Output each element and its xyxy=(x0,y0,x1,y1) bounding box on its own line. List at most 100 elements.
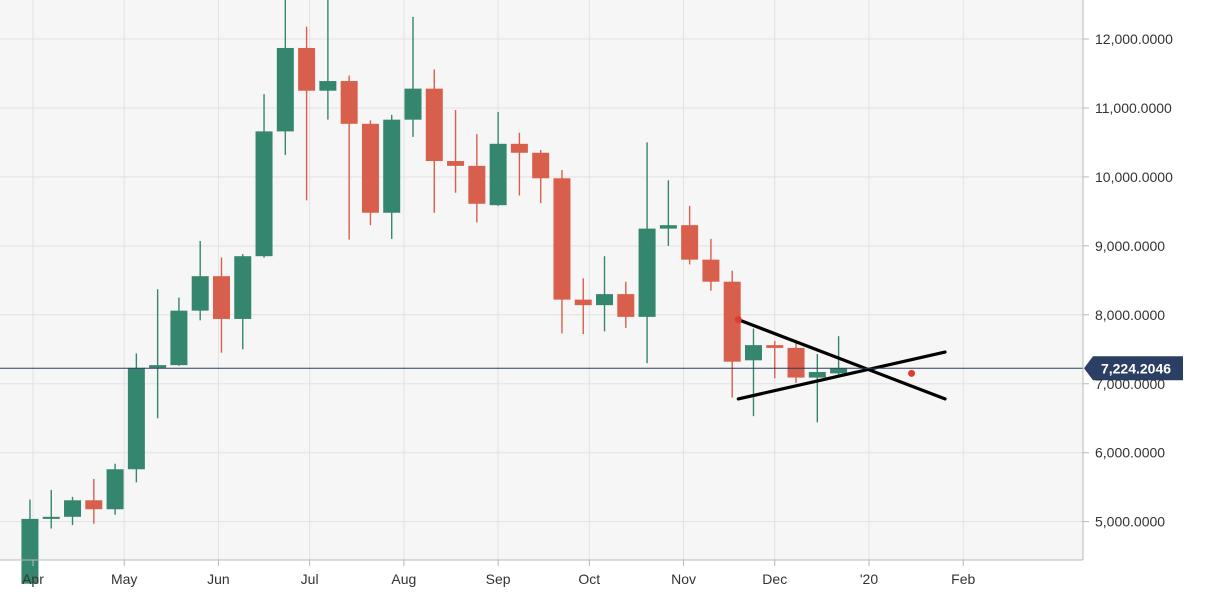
y-tick-label: 5,000.0000 xyxy=(1095,514,1165,530)
candle-38 xyxy=(830,336,848,376)
trendline-upper[interactable] xyxy=(736,318,947,401)
candle-25 xyxy=(553,170,571,334)
candle-16 xyxy=(361,120,379,226)
candle-29 xyxy=(638,142,656,364)
candle-0 xyxy=(21,499,39,584)
x-tick-label: Dec xyxy=(762,571,787,587)
plot-background xyxy=(0,0,1083,560)
candle-5 xyxy=(127,353,145,483)
candle-28 xyxy=(617,281,635,328)
candle-15 xyxy=(340,75,358,240)
candle-18 xyxy=(404,16,422,137)
candle-body xyxy=(702,259,720,282)
candle-body xyxy=(553,178,571,300)
y-tick-label: 6,000.0000 xyxy=(1095,445,1165,461)
candle-24 xyxy=(532,150,550,204)
candle-7 xyxy=(170,297,188,366)
candle-body xyxy=(127,367,145,470)
candle-body xyxy=(766,345,784,348)
x-tick-label: May xyxy=(111,571,137,587)
candle-9 xyxy=(212,257,230,353)
candle-4 xyxy=(106,463,124,515)
y-tick-label: 8,000.0000 xyxy=(1095,307,1165,323)
candle-2 xyxy=(64,496,82,526)
y-tick-label: 11,000.0000 xyxy=(1095,100,1172,116)
candle-22 xyxy=(489,112,507,206)
candle-body xyxy=(106,469,124,510)
candle-body xyxy=(787,347,805,378)
candle-body xyxy=(744,345,762,361)
candle-32 xyxy=(702,238,720,291)
candle-body xyxy=(298,47,316,91)
candle-3 xyxy=(85,478,103,524)
candle-body xyxy=(170,310,188,366)
x-tick-label: '20 xyxy=(860,571,878,587)
trendline-anchor-marker[interactable] xyxy=(734,316,742,324)
candle-14 xyxy=(319,0,337,120)
candle-body xyxy=(808,372,826,378)
candle-body xyxy=(681,225,699,260)
candle-body xyxy=(617,294,635,317)
x-tick-label: Apr xyxy=(22,571,44,587)
candle-body xyxy=(447,161,465,166)
current-price-label: 7,224.2046 xyxy=(1101,360,1171,376)
candle-body xyxy=(361,123,379,213)
candle-body xyxy=(510,143,528,153)
candle-body xyxy=(723,281,741,362)
candle-27 xyxy=(596,256,614,332)
y-tick-label: 7,000.0000 xyxy=(1095,376,1165,392)
candle-body xyxy=(489,143,507,206)
x-tick-label: Jun xyxy=(207,571,230,587)
candle-body xyxy=(532,152,550,179)
candle-body xyxy=(64,500,82,517)
axes xyxy=(0,0,1084,561)
candle-body xyxy=(596,294,614,306)
candle-body xyxy=(830,368,848,374)
candle-19 xyxy=(425,69,443,213)
candle-body xyxy=(574,299,592,306)
x-tick-label: Aug xyxy=(391,571,416,587)
candle-31 xyxy=(681,205,699,265)
x-tick-label: Nov xyxy=(671,571,696,587)
candles xyxy=(21,0,848,584)
candle-33 xyxy=(723,270,741,398)
current-price: 7,224.2046 xyxy=(0,356,1183,381)
candle-body xyxy=(85,500,103,510)
candle-17 xyxy=(383,114,401,239)
candle-11 xyxy=(255,94,273,258)
candle-26 xyxy=(574,278,592,335)
candle-1 xyxy=(42,489,60,529)
y-tick-label: 12,000.0000 xyxy=(1095,31,1173,47)
trendline-lower[interactable] xyxy=(736,350,947,401)
x-tick-label: Sep xyxy=(486,571,511,587)
tick-labels: 5,000.0000 6,000.0000 7,000.0000 8,000.0000… xyxy=(22,31,1173,587)
candle-12 xyxy=(276,0,294,155)
trendline-end-marker[interactable] xyxy=(908,369,916,377)
candle-body xyxy=(468,165,486,204)
candle-body xyxy=(425,88,443,162)
candle-20 xyxy=(447,110,465,193)
x-tick-label: Feb xyxy=(951,571,975,587)
x-tick-label: Jul xyxy=(301,571,319,587)
candle-body xyxy=(638,228,656,317)
candle-23 xyxy=(510,132,528,196)
candle-body xyxy=(319,81,337,91)
candle-body xyxy=(340,81,358,124)
trendlines xyxy=(734,316,947,401)
x-tick-label: Oct xyxy=(578,571,600,587)
candle-body xyxy=(191,276,209,311)
candle-34 xyxy=(744,328,762,417)
candle-10 xyxy=(234,254,252,350)
candle-body xyxy=(276,47,294,132)
candle-21 xyxy=(468,134,486,223)
candle-body xyxy=(383,119,401,213)
candle-body xyxy=(659,225,677,229)
current-price-tag xyxy=(1084,356,1183,381)
candle-body xyxy=(212,276,230,319)
candle-body xyxy=(42,516,60,519)
candle-35 xyxy=(766,341,784,379)
candle-body xyxy=(234,256,252,319)
candle-36 xyxy=(787,341,805,384)
